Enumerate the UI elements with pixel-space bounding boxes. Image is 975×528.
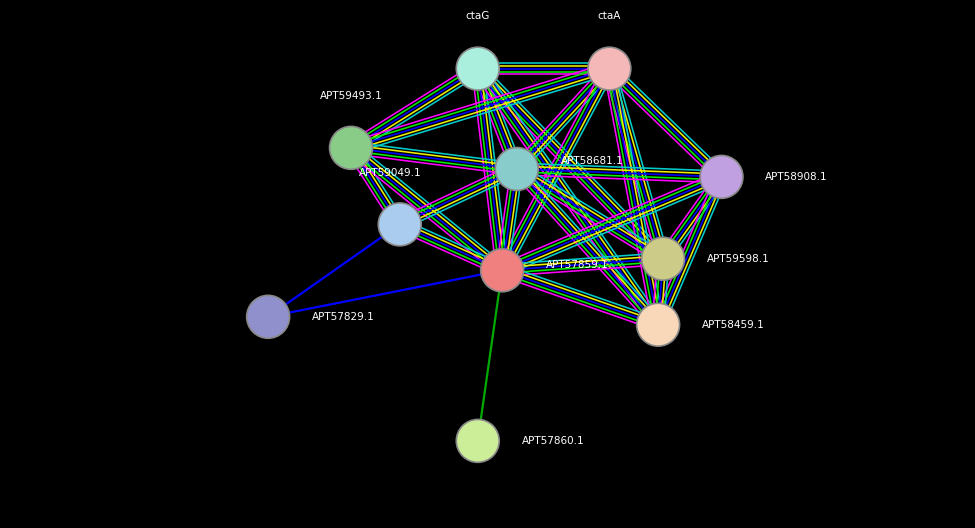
Ellipse shape — [456, 419, 499, 463]
Ellipse shape — [700, 155, 743, 199]
Ellipse shape — [642, 237, 684, 280]
Text: APT57859.1: APT57859.1 — [546, 260, 608, 270]
Text: APT59493.1: APT59493.1 — [320, 91, 382, 101]
Ellipse shape — [495, 147, 538, 191]
Text: APT59598.1: APT59598.1 — [707, 254, 769, 263]
Text: ctaA: ctaA — [598, 11, 621, 21]
Text: APT58908.1: APT58908.1 — [765, 172, 828, 182]
Text: APT58681.1: APT58681.1 — [561, 156, 623, 166]
Text: ctaG: ctaG — [466, 11, 489, 21]
Ellipse shape — [330, 126, 372, 169]
Ellipse shape — [588, 47, 631, 90]
Text: APT58459.1: APT58459.1 — [702, 320, 764, 329]
Ellipse shape — [481, 249, 524, 292]
Text: APT57829.1: APT57829.1 — [312, 312, 374, 322]
Ellipse shape — [456, 47, 499, 90]
Text: APT57860.1: APT57860.1 — [522, 436, 584, 446]
Ellipse shape — [247, 295, 290, 338]
Ellipse shape — [637, 303, 680, 346]
Ellipse shape — [378, 203, 421, 246]
Text: APT59049.1: APT59049.1 — [359, 167, 421, 177]
